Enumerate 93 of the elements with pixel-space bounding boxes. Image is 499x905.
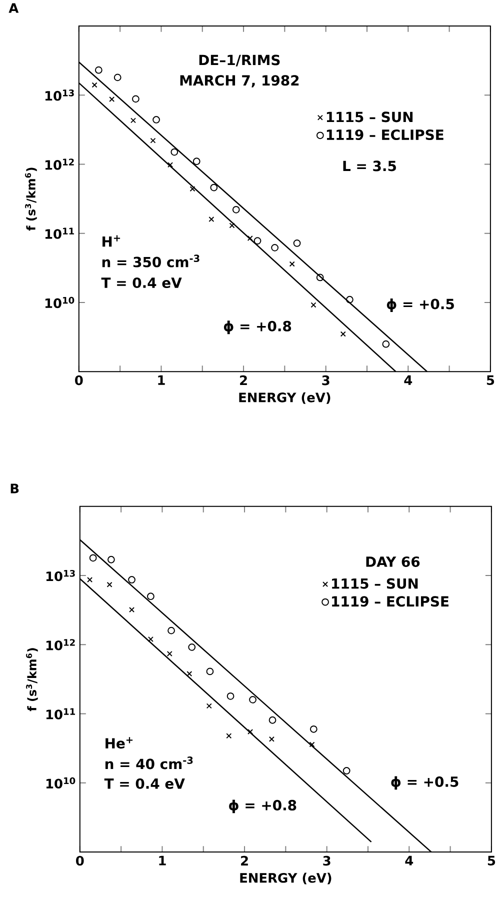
y-tick-label: 10$^{13}$ bbox=[45, 89, 74, 101]
y-axis-title: f (s$^{3}$/km$^{6}$) bbox=[24, 168, 37, 231]
annotation: H$^{+}$ bbox=[102, 235, 120, 247]
legend-label: 1115 – SUN bbox=[326, 112, 412, 122]
point bbox=[342, 767, 350, 774]
chart-title: B bbox=[10, 484, 18, 494]
point bbox=[92, 82, 98, 88]
point bbox=[148, 636, 154, 642]
x-axis-title: ENERGY (eV) bbox=[240, 872, 332, 884]
annotation: MARCH 7, 1982 bbox=[180, 75, 298, 88]
point bbox=[310, 725, 318, 733]
x-tick-label: 3 bbox=[322, 375, 330, 386]
legend-label: 1119 – ECLIPSE bbox=[332, 596, 448, 607]
point bbox=[150, 138, 156, 144]
point bbox=[94, 66, 102, 74]
annotation: He$^{+}$ bbox=[105, 737, 132, 749]
x-tick-label: 4 bbox=[404, 375, 412, 385]
point bbox=[152, 116, 160, 124]
x-axis-title: ENERGY (eV) bbox=[239, 392, 330, 404]
point bbox=[108, 96, 114, 102]
y-axis-title: f (s$^{3}$/km$^{6}$) bbox=[26, 648, 38, 712]
point bbox=[309, 742, 315, 748]
point bbox=[166, 650, 172, 656]
point bbox=[186, 670, 192, 676]
point bbox=[340, 331, 346, 337]
y-tick-label: 10$^{11}$ bbox=[46, 708, 75, 720]
annotation: ϕ = +0.8 bbox=[228, 800, 296, 814]
point bbox=[190, 186, 196, 192]
annotation: L = 3.5 bbox=[343, 160, 396, 172]
point bbox=[86, 576, 92, 582]
y-tick-label: 10$^{10}$ bbox=[46, 777, 76, 789]
point bbox=[226, 692, 234, 700]
point bbox=[167, 626, 175, 634]
x-tick-label: 5 bbox=[488, 856, 495, 866]
point bbox=[130, 118, 136, 124]
point bbox=[247, 728, 253, 735]
point bbox=[89, 554, 97, 562]
point bbox=[310, 302, 316, 308]
annotation: n = 40 cm$^{-3}$ bbox=[105, 756, 193, 770]
annotation: T = 0.4 eV bbox=[104, 778, 185, 789]
point bbox=[208, 216, 214, 222]
point bbox=[248, 696, 256, 704]
x-tick-label: 1 bbox=[158, 375, 165, 385]
annotation: DE–1/RIMS bbox=[199, 54, 280, 66]
point bbox=[247, 235, 253, 241]
point bbox=[210, 184, 218, 192]
annotation: n = 350 cm$^{-3}$ bbox=[102, 254, 200, 268]
legend-label: 1115 – SUN bbox=[332, 578, 418, 589]
annotation: T = 0.4 eV bbox=[101, 277, 182, 288]
point bbox=[293, 240, 301, 247]
x-tick-label: 1 bbox=[159, 856, 166, 866]
point bbox=[382, 340, 390, 348]
annotation: ϕ = +0.5 bbox=[391, 776, 458, 790]
point bbox=[114, 74, 122, 82]
point bbox=[167, 162, 173, 168]
point bbox=[132, 95, 140, 103]
point bbox=[346, 296, 354, 304]
point bbox=[106, 582, 112, 588]
point bbox=[268, 736, 274, 742]
chart-title: A bbox=[8, 3, 18, 13]
point bbox=[232, 206, 240, 214]
annotation: ϕ = +0.5 bbox=[386, 298, 454, 312]
point bbox=[254, 237, 262, 244]
x-tick-label: 0 bbox=[74, 375, 83, 386]
point bbox=[206, 668, 214, 676]
point bbox=[316, 274, 324, 282]
x-tick-label: 0 bbox=[76, 856, 84, 866]
point bbox=[229, 222, 235, 228]
x-tick-label: 3 bbox=[323, 856, 330, 866]
point bbox=[146, 592, 154, 600]
point bbox=[188, 643, 196, 651]
point bbox=[270, 244, 278, 252]
point bbox=[206, 703, 212, 709]
y-tick-label: 10$^{13}$ bbox=[46, 570, 75, 582]
x-tick-label: 2 bbox=[240, 856, 248, 866]
point bbox=[226, 733, 232, 739]
annotation: DAY 66 bbox=[366, 556, 420, 567]
legend-label: 1119 – ECLIPSE bbox=[326, 129, 444, 140]
y-tick-label: 10$^{11}$ bbox=[45, 228, 74, 239]
point bbox=[170, 148, 178, 156]
point bbox=[192, 158, 200, 166]
x-tick-label: 5 bbox=[486, 375, 494, 386]
point bbox=[289, 261, 295, 267]
point bbox=[128, 576, 136, 584]
point bbox=[107, 556, 115, 564]
x-tick-label: 4 bbox=[405, 856, 413, 866]
point bbox=[128, 607, 134, 613]
y-tick-label: 10$^{10}$ bbox=[45, 296, 74, 308]
y-tick-label: 10$^{12}$ bbox=[46, 639, 75, 650]
point bbox=[268, 716, 276, 724]
x-tick-label: 2 bbox=[240, 375, 247, 386]
annotation: ϕ = +0.8 bbox=[224, 320, 291, 334]
y-tick-label: 10$^{12}$ bbox=[45, 158, 74, 170]
